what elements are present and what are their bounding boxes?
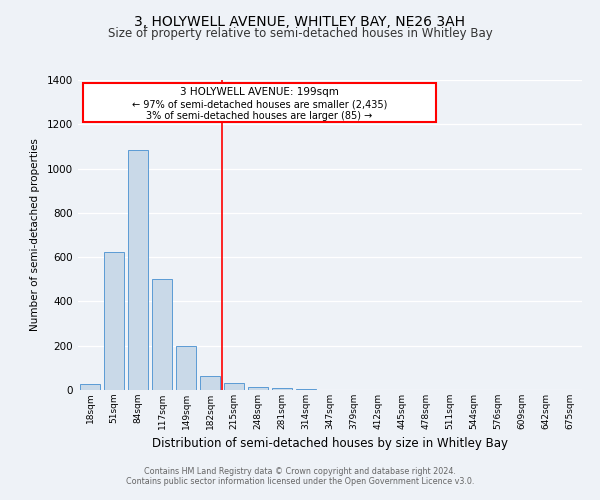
Text: ← 97% of semi-detached houses are smaller (2,435): ← 97% of semi-detached houses are smalle…	[132, 100, 387, 110]
Text: 3 HOLYWELL AVENUE: 199sqm: 3 HOLYWELL AVENUE: 199sqm	[180, 86, 339, 97]
Text: Size of property relative to semi-detached houses in Whitley Bay: Size of property relative to semi-detach…	[107, 28, 493, 40]
Bar	[176, 346, 196, 390]
Bar	[152, 280, 172, 390]
Bar	[272, 388, 292, 390]
Bar	[248, 386, 268, 390]
Bar	[296, 389, 316, 390]
Bar	[80, 384, 100, 390]
X-axis label: Distribution of semi-detached houses by size in Whitley Bay: Distribution of semi-detached houses by …	[152, 438, 508, 450]
Bar	[200, 376, 220, 390]
FancyBboxPatch shape	[83, 83, 436, 122]
Text: Contains public sector information licensed under the Open Government Licence v3: Contains public sector information licen…	[126, 477, 474, 486]
Bar	[104, 252, 124, 390]
Y-axis label: Number of semi-detached properties: Number of semi-detached properties	[30, 138, 40, 332]
Text: Contains HM Land Registry data © Crown copyright and database right 2024.: Contains HM Land Registry data © Crown c…	[144, 467, 456, 476]
Text: 3% of semi-detached houses are larger (85) →: 3% of semi-detached houses are larger (8…	[146, 111, 373, 121]
Text: 3, HOLYWELL AVENUE, WHITLEY BAY, NE26 3AH: 3, HOLYWELL AVENUE, WHITLEY BAY, NE26 3A…	[134, 15, 466, 29]
Bar	[128, 150, 148, 390]
Bar	[224, 384, 244, 390]
